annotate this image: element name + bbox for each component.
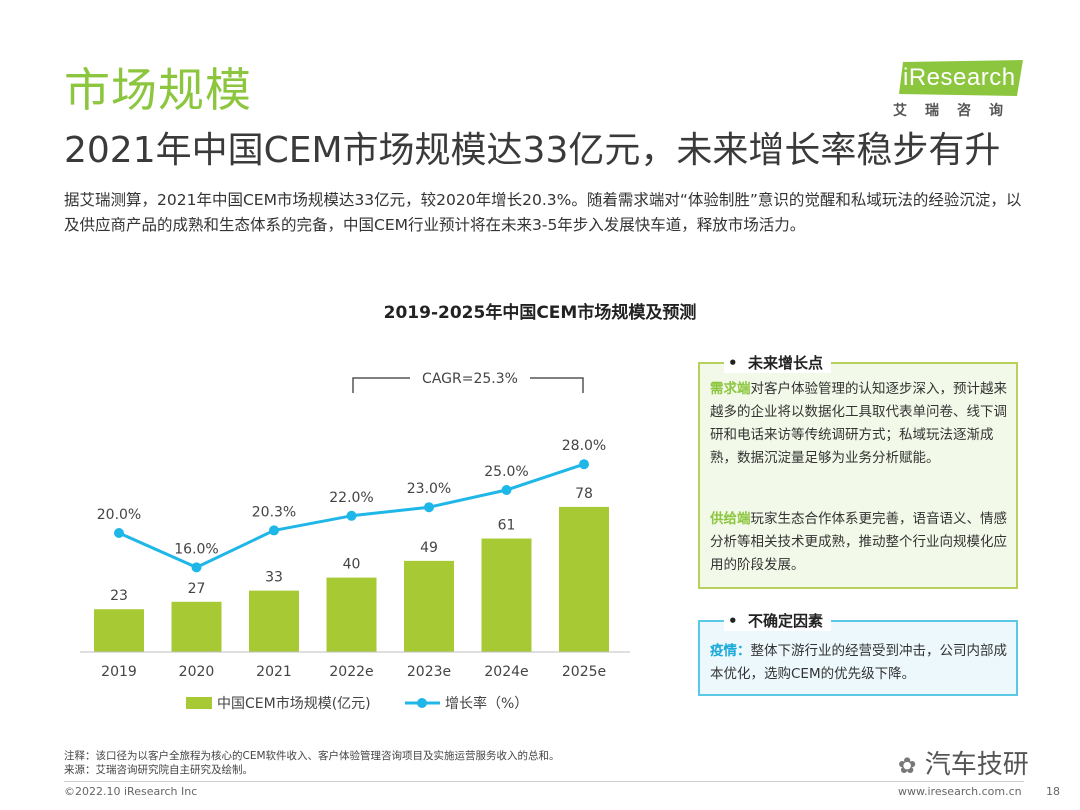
legend-bar-label: 中国CEM市场规模(亿元) bbox=[217, 695, 371, 712]
website: www.iresearch.com.cn bbox=[898, 785, 1022, 798]
bar-label-2025e: 78 bbox=[575, 486, 593, 502]
combo-chart: 23 27 33 40 49 61 78 20.0% 16.0% 20.3% 22.0% 23.0%… bbox=[80, 371, 630, 712]
logo-badge-icon bbox=[899, 60, 1023, 96]
growth-label-2019: 20.0% bbox=[97, 507, 141, 523]
growth-label-2025e: 28.0% bbox=[562, 438, 606, 454]
growth-point-2022e bbox=[346, 510, 357, 521]
bar-2023e bbox=[404, 560, 454, 652]
iresearch-logo: iResearch 艾瑞咨询 bbox=[893, 56, 1025, 122]
growth-label-2022e: 22.0% bbox=[329, 490, 373, 506]
note-text: 注释：该口径为以客户全旅程为核心的CEM软件收入、客户体验管理咨询项目及实施运营… bbox=[64, 750, 560, 762]
uncertainty-box: • 不确定因素 疫情：整体下游行业的经营受到冲击，公司内部成本优化，选购CEM的… bbox=[698, 610, 1018, 696]
bar-label-2020: 27 bbox=[188, 581, 206, 597]
section-title: 市场规模 bbox=[64, 63, 252, 117]
copyright: ©2022.10 iResearch Inc bbox=[64, 785, 198, 798]
x-tick-label-2019: 2019 bbox=[101, 664, 137, 680]
headline: 2021年中国CEM市场规模达33亿元，未来增长率稳步有升 bbox=[64, 130, 1001, 171]
summary-paragraph: 据艾瑞测算，2021年中国CEM市场规模达33亿元，较2020年增长20.3%。… bbox=[64, 191, 1022, 234]
supply-paragraph: 供给端玩家生态合作体系更完善，语音语义、情感分析等相关技术更成熟，推动整个行业向… bbox=[710, 508, 1012, 577]
growth-label-2021: 20.3% bbox=[252, 504, 296, 520]
growth-point-2023e bbox=[424, 502, 434, 513]
x-tick-label-2021: 2021 bbox=[256, 664, 292, 680]
growth-point-2020 bbox=[191, 562, 202, 573]
bar-2019 bbox=[94, 609, 144, 652]
chart-title: 2019-2025年中国CEM市场规模及预测 bbox=[383, 303, 697, 323]
legend-bar-swatch bbox=[186, 697, 212, 709]
growth-point-2025e bbox=[579, 459, 589, 470]
bar-2020 bbox=[171, 601, 222, 652]
growth-box-heading: • 未来增长点 bbox=[724, 352, 832, 373]
page-number: 18 bbox=[1046, 785, 1060, 798]
demand-keyword: 需求端 bbox=[710, 381, 751, 397]
logo-cn-text: 艾瑞咨询 bbox=[893, 103, 1021, 119]
bar-label-2023e: 49 bbox=[420, 540, 438, 556]
x-tick-label-2023e: 2023e bbox=[407, 664, 451, 680]
cagr-annotation: CAGR=25.3% bbox=[422, 371, 518, 387]
bar-label-2019: 23 bbox=[110, 588, 128, 604]
watermark: ✿ 汽车技研 bbox=[898, 744, 1029, 781]
logo-text: iResearch bbox=[903, 64, 1016, 91]
watermark-text: 汽车技研 bbox=[924, 750, 1029, 780]
growth-points-box: • 未来增长点 需求端对客户体验管理的认知逐步深入，预计越来越多的企业将以数据化… bbox=[698, 352, 1018, 589]
x-tick-label-2024e: 2024e bbox=[484, 664, 528, 680]
bar-2025e bbox=[559, 506, 609, 652]
bar-2024e bbox=[481, 538, 532, 652]
x-tick-label-2025e: 2025e bbox=[562, 664, 606, 680]
cagr-bracket bbox=[352, 377, 584, 393]
bar-2021 bbox=[249, 590, 299, 652]
legend-line-label: 增长率（%） bbox=[445, 695, 528, 712]
bullet-icon: • bbox=[728, 612, 749, 630]
footer-divider bbox=[64, 781, 1024, 782]
demand-text: 对客户体验管理的认知逐步深入，预计越来越多的企业将以数据化工具取代表单问卷、线下… bbox=[710, 381, 1007, 466]
x-tick-label-2020: 2020 bbox=[179, 664, 215, 680]
supply-keyword: 供给端 bbox=[710, 511, 751, 527]
growth-label-2020: 16.0% bbox=[174, 541, 218, 557]
x-tick-label-2022e: 2022e bbox=[329, 664, 373, 680]
growth-point-2024e bbox=[501, 485, 512, 495]
growth-label-2023e: 23.0% bbox=[407, 481, 451, 497]
bar-label-2021: 33 bbox=[265, 570, 283, 586]
growth-point-2019 bbox=[114, 528, 124, 538]
bar-label-2022e: 40 bbox=[343, 557, 361, 573]
supply-text: 玩家生态合作体系更完善，语音语义、情感分析等相关技术更成熟，推动整个行业向规模化… bbox=[710, 511, 1007, 573]
growth-point-2021 bbox=[269, 525, 279, 536]
bar-label-2024e: 61 bbox=[498, 518, 516, 534]
risk-box-heading: • 不确定因素 bbox=[724, 610, 832, 631]
footnote: 注释：该口径为以客户全旅程为核心的CEM软件收入、客户体验管理咨询项目及实施运营… bbox=[64, 749, 560, 777]
bar-2022e bbox=[326, 577, 377, 652]
risk-paragraph: 疫情：整体下游行业的经营受到冲击，公司内部成本优化，选购CEM的优先级下降。 bbox=[710, 640, 1012, 686]
risk-text: 整体下游行业的经营受到冲击，公司内部成本优化，选购CEM的优先级下降。 bbox=[710, 643, 1007, 682]
risk-keyword: 疫情： bbox=[710, 643, 751, 659]
wechat-icon: ✿ bbox=[898, 754, 917, 779]
legend-line-marker bbox=[417, 698, 427, 708]
source-text: 来源：艾瑞咨询研究院自主研究及绘制。 bbox=[64, 764, 253, 776]
demand-paragraph: 需求端对客户体验管理的认知逐步深入，预计越来越多的企业将以数据化工具取代表单问卷… bbox=[710, 378, 1012, 470]
growth-label-2024e: 25.0% bbox=[484, 464, 528, 480]
bullet-icon: • bbox=[728, 354, 749, 372]
